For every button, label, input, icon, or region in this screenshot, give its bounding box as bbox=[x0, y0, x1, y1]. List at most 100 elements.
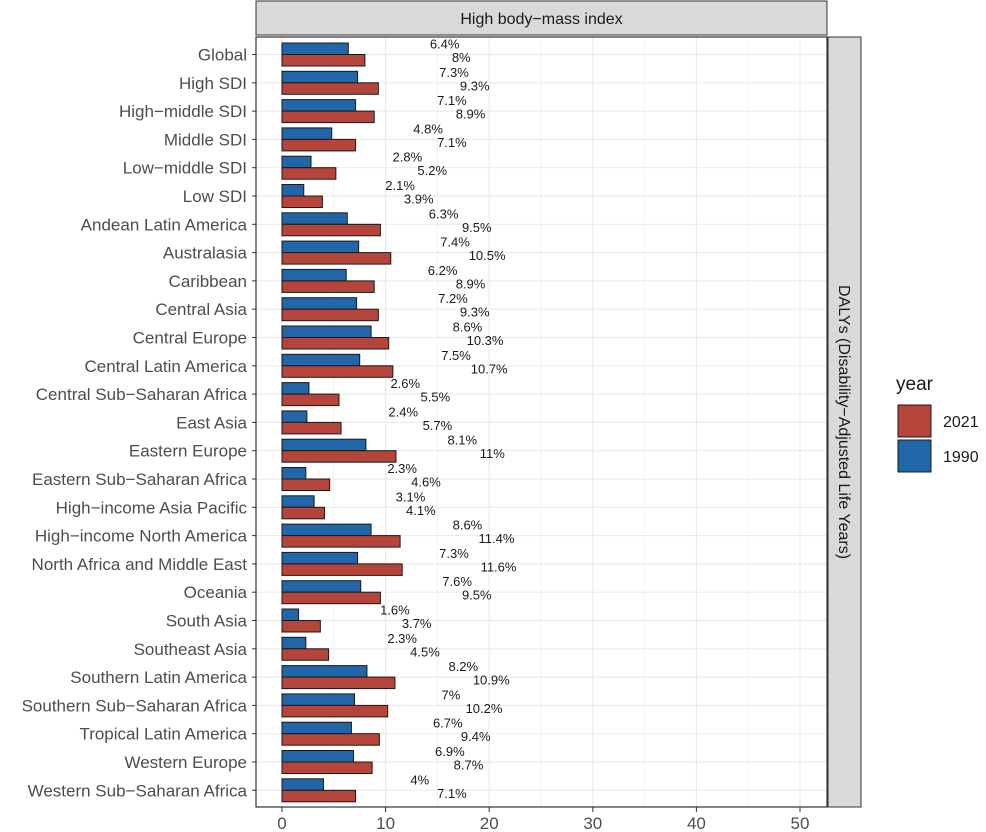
legend-swatch-1990 bbox=[897, 439, 932, 473]
bar-2021 bbox=[281, 563, 403, 576]
data-label-1990: 2.3% bbox=[387, 461, 417, 476]
bar-1990 bbox=[281, 353, 361, 367]
data-label-2021: 5.7% bbox=[423, 418, 453, 433]
x-tick-label: 30 bbox=[583, 814, 602, 832]
bars bbox=[281, 42, 403, 803]
data-label-1990: 3.1% bbox=[396, 489, 426, 504]
y-tick-label: Eastern Europe bbox=[129, 442, 247, 461]
bar-1990 bbox=[281, 325, 372, 338]
data-label-2021: 9.5% bbox=[462, 220, 492, 235]
data-label-2021: 11.4% bbox=[478, 531, 514, 546]
data-label-1990: 7.1% bbox=[437, 93, 467, 108]
bar-2021 bbox=[281, 648, 330, 661]
bar-1990 bbox=[281, 721, 352, 735]
y-tick-label: Western Europe bbox=[124, 753, 247, 772]
strip-label: DALYs (Disability−Adjusted Life Years) bbox=[835, 285, 852, 559]
bar-2021 bbox=[281, 365, 394, 378]
data-label-2021: 5.2% bbox=[417, 163, 447, 178]
data-label-1990: 2.8% bbox=[393, 150, 423, 165]
y-tick-label: High−income Asia Pacific bbox=[56, 498, 248, 517]
bar-2021 bbox=[281, 733, 380, 746]
bar-2021 bbox=[281, 506, 325, 520]
bar-1990 bbox=[281, 438, 367, 452]
y-tick-label: North Africa and Middle East bbox=[32, 555, 248, 574]
y-tick-label: Oceania bbox=[184, 583, 248, 602]
x-tick-label: 0 bbox=[277, 814, 286, 832]
y-tick-label: High−income North America bbox=[35, 527, 248, 546]
x-tick-label: 20 bbox=[480, 814, 499, 832]
bar-1990 bbox=[281, 382, 310, 395]
legend-label-2021: 2021 bbox=[943, 414, 979, 431]
data-label-1990: 7.3% bbox=[439, 65, 469, 80]
data-label-1990: 2.4% bbox=[388, 404, 418, 419]
bar-2021 bbox=[281, 620, 321, 633]
y-tick-label: Caribbean bbox=[169, 272, 247, 291]
data-label-1990: 6.3% bbox=[429, 206, 459, 221]
value-labels: 6.4%8%7.3%9.3%7.1%8.9%4.8%7.1%2.8%5.2%2.… bbox=[380, 37, 517, 801]
bar-1990 bbox=[281, 70, 359, 84]
data-label-1990: 2.3% bbox=[387, 631, 417, 646]
data-label-2021: 5.5% bbox=[421, 390, 451, 405]
data-label-2021: 9.3% bbox=[460, 305, 490, 320]
data-label-2021: 11% bbox=[480, 446, 505, 461]
x-tick-label: 50 bbox=[791, 814, 810, 832]
y-tick-label: High SDI bbox=[179, 74, 247, 93]
data-label-1990: 6.7% bbox=[433, 716, 463, 731]
bar-1990 bbox=[281, 410, 308, 423]
bar-1990 bbox=[281, 268, 347, 282]
data-label-1990: 6.4% bbox=[430, 37, 460, 52]
bar-2021 bbox=[281, 167, 337, 180]
data-label-1990: 6.2% bbox=[428, 263, 458, 278]
x-tick-label: 40 bbox=[687, 814, 706, 832]
data-label-1990: 4.8% bbox=[413, 121, 443, 136]
y-tick-label: Southern Sub−Saharan Africa bbox=[22, 696, 248, 715]
x-tick-label: 10 bbox=[376, 814, 395, 832]
y-tick-label: Central Asia bbox=[155, 300, 247, 319]
data-label-2021: 8.7% bbox=[454, 758, 484, 773]
bar-1990 bbox=[281, 693, 356, 706]
data-label-1990: 4% bbox=[410, 772, 429, 787]
bar-2021 bbox=[281, 421, 342, 435]
data-label-2021: 4.1% bbox=[406, 503, 436, 518]
data-label-1990: 7.2% bbox=[438, 291, 468, 306]
bar-2021 bbox=[281, 280, 375, 293]
y-tick-label: Eastern Sub−Saharan Africa bbox=[32, 470, 248, 489]
bar-2021 bbox=[281, 337, 390, 350]
bar-1990 bbox=[281, 665, 368, 678]
bar-2021 bbox=[281, 535, 401, 548]
data-label-1990: 2.6% bbox=[390, 376, 420, 391]
data-label-1990: 7.6% bbox=[442, 574, 472, 589]
data-label-2021: 8% bbox=[452, 50, 471, 65]
data-label-2021: 4.6% bbox=[411, 475, 441, 490]
data-label-2021: 9.5% bbox=[462, 588, 492, 603]
facet-title: High body−mass index bbox=[460, 11, 622, 28]
x-axis: 0 10 20 30 40 50 bbox=[277, 807, 809, 832]
bar-2021 bbox=[281, 393, 340, 407]
bar-2021 bbox=[281, 789, 357, 803]
bar-1990 bbox=[281, 778, 324, 791]
bar-2021 bbox=[281, 704, 389, 718]
data-label-2021: 10.9% bbox=[473, 673, 510, 688]
bar-2021 bbox=[281, 138, 357, 152]
bar-1990 bbox=[281, 495, 315, 508]
bar-1990 bbox=[281, 155, 312, 169]
data-label-2021: 9.4% bbox=[461, 729, 491, 744]
data-label-1990: 7% bbox=[441, 687, 460, 702]
y-tick-label: Central Sub−Saharan Africa bbox=[36, 385, 248, 404]
facet-strip-top bbox=[255, 0, 828, 36]
bar-1990 bbox=[281, 240, 360, 254]
y-tick-label: Australasia bbox=[163, 244, 248, 263]
legend-title: year bbox=[896, 374, 934, 395]
bar-2021 bbox=[281, 761, 373, 774]
data-label-1990: 7.5% bbox=[441, 348, 471, 363]
y-tick-label: Southern Latin America bbox=[70, 668, 247, 687]
bar-1990 bbox=[281, 297, 358, 310]
bar-1990 bbox=[281, 523, 372, 537]
bar-1990 bbox=[281, 99, 357, 112]
bar-2021 bbox=[281, 478, 331, 491]
data-label-2021: 10.5% bbox=[469, 248, 506, 263]
y-tick-label: Low SDI bbox=[183, 187, 247, 206]
y-tick-label: Andean Latin America bbox=[81, 215, 248, 234]
bar-1990 bbox=[281, 467, 307, 480]
bar-2021 bbox=[281, 252, 392, 265]
